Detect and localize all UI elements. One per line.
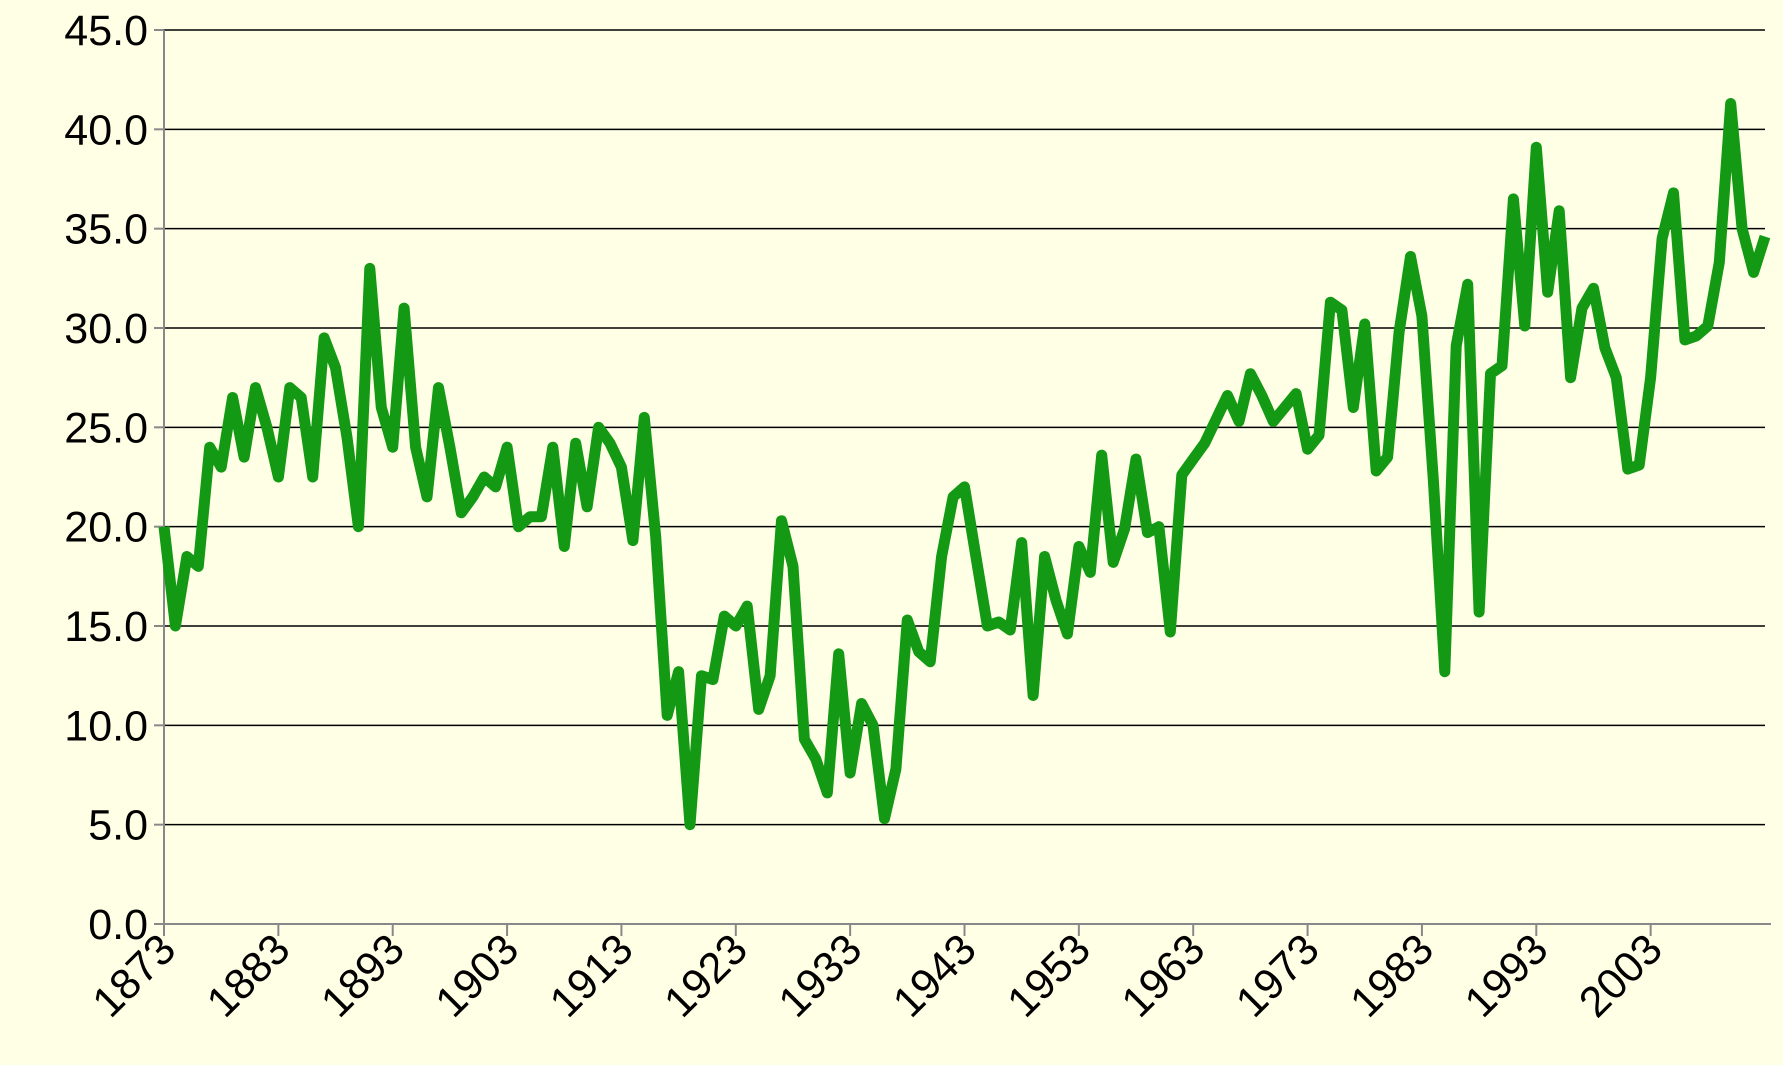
x-tick-label: 1913 [541, 925, 643, 1027]
x-tick-label: 1893 [312, 925, 414, 1027]
y-tick-label: 30.0 [64, 305, 148, 353]
x-tick-label: 2003 [1570, 925, 1672, 1027]
y-tick-label: 40.0 [64, 106, 148, 154]
x-tick-label: 1943 [884, 925, 986, 1027]
x-tick-label: 1933 [770, 925, 872, 1027]
x-tick-label: 1973 [1227, 925, 1329, 1027]
y-tick-label: 35.0 [64, 206, 148, 254]
y-tick-label: 15.0 [64, 603, 148, 651]
y-tick-label: 25.0 [64, 404, 148, 452]
y-tick-label: 5.0 [88, 802, 148, 850]
x-tick-label: 1923 [655, 925, 757, 1027]
data-line [158, 98, 1771, 831]
y-tick-label: 45.0 [64, 7, 148, 55]
x-tick-label: 1903 [427, 925, 529, 1027]
x-tick-label: 1983 [1341, 925, 1443, 1027]
x-tick-label: 1953 [998, 925, 1100, 1027]
x-tick-label: 1883 [198, 925, 300, 1027]
x-tick-label: 1993 [1456, 925, 1558, 1027]
x-tick-label: 1963 [1113, 925, 1215, 1027]
y-tick-label: 10.0 [64, 702, 148, 750]
y-tick-label: 0.0 [88, 901, 148, 949]
y-tick-label: 20.0 [64, 504, 148, 552]
